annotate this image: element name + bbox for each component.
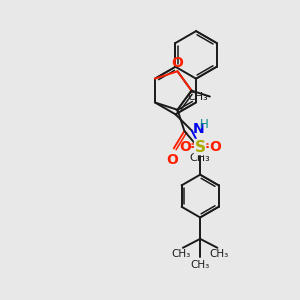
Text: CH₃: CH₃ (209, 249, 229, 259)
Text: N: N (192, 122, 204, 136)
Text: O: O (209, 140, 221, 154)
Text: CH₃: CH₃ (188, 92, 208, 101)
Text: CH₃: CH₃ (172, 249, 191, 259)
Text: O: O (172, 56, 183, 70)
Text: S: S (195, 140, 206, 154)
Text: CH₃: CH₃ (189, 153, 210, 163)
Text: CH₃: CH₃ (190, 260, 210, 270)
Text: O: O (179, 140, 191, 154)
Text: O: O (166, 153, 178, 167)
Text: H: H (200, 118, 209, 131)
